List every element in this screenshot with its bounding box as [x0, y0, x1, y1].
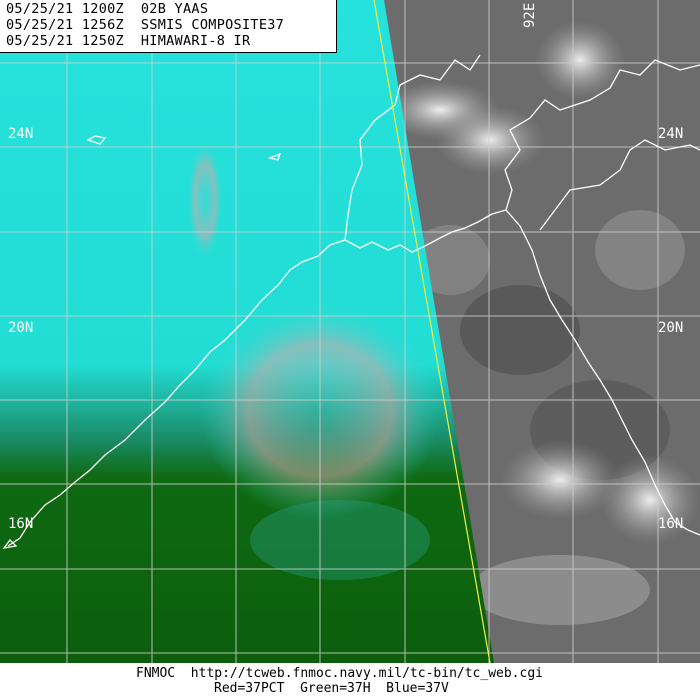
footer-source: FNMOC http://tcweb.fnmoc.navy.mil/tc-bin…	[136, 666, 543, 681]
header-line-2: 05/25/21 1256Z SSMIS COMPOSITE37	[6, 17, 285, 33]
header-line-1: 05/25/21 1200Z 02B YAAS	[6, 1, 209, 17]
lon-label-92e: 92E	[522, 2, 538, 28]
lat-label-24n-left: 24N	[8, 126, 34, 142]
satellite-map	[0, 0, 700, 663]
lat-label-16n-right: 16N	[658, 516, 684, 532]
lat-label-20n-right: 20N	[658, 320, 684, 336]
header-line-3: 05/25/21 1250Z HIMAWARI-8 IR	[6, 33, 251, 49]
header-box: 05/25/21 1200Z 02B YAAS 05/25/21 1256Z S…	[0, 0, 337, 53]
lat-lon-grid	[0, 0, 700, 663]
swath-edge-line	[373, 0, 491, 663]
footer: FNMOC http://tcweb.fnmoc.navy.mil/tc-bin…	[0, 663, 700, 700]
lat-label-16n-left: 16N	[8, 516, 34, 532]
lat-label-24n-right: 24N	[658, 126, 684, 142]
lat-label-20n-left: 20N	[8, 320, 34, 336]
coastline	[2, 54, 700, 549]
footer-legend: Red=37PCT Green=37H Blue=37V	[214, 681, 449, 696]
